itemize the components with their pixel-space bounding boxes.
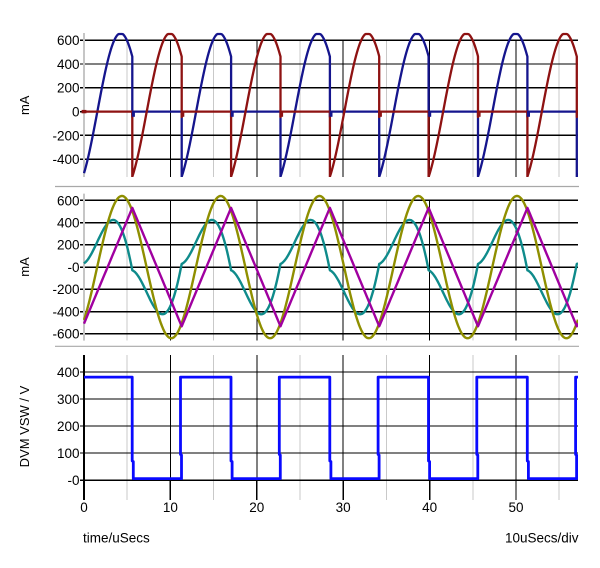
svg-text:400: 400	[57, 365, 80, 380]
svg-text:DVM VSW / V: DVM VSW / V	[17, 385, 32, 467]
svg-text:40: 40	[422, 500, 437, 515]
svg-text:600: 600	[57, 33, 80, 48]
svg-text:20: 20	[249, 500, 264, 515]
svg-text:0: 0	[80, 500, 88, 515]
svg-text:-200: -200	[52, 282, 79, 297]
svg-text:-400: -400	[52, 305, 79, 320]
svg-text:200: 200	[57, 419, 80, 434]
svg-text:100: 100	[57, 446, 80, 461]
svg-text:-0: -0	[67, 260, 79, 275]
svg-text:200: 200	[57, 238, 80, 253]
svg-text:50: 50	[508, 500, 523, 515]
svg-text:time/uSecs: time/uSecs	[83, 531, 150, 546]
svg-text:10uSecs/div: 10uSecs/div	[505, 531, 579, 546]
svg-text:600: 600	[57, 193, 80, 208]
svg-text:-400: -400	[52, 152, 79, 167]
svg-text:-200: -200	[52, 128, 79, 143]
svg-text:400: 400	[57, 216, 80, 231]
svg-text:10: 10	[163, 500, 178, 515]
svg-text:mA: mA	[17, 95, 32, 115]
svg-text:0: 0	[72, 105, 80, 120]
svg-text:-0: -0	[67, 473, 79, 488]
svg-text:200: 200	[57, 81, 80, 96]
svg-text:300: 300	[57, 392, 80, 407]
svg-text:mA: mA	[17, 257, 32, 277]
svg-text:400: 400	[57, 57, 80, 72]
svg-text:-600: -600	[52, 327, 79, 342]
svg-text:30: 30	[336, 500, 351, 515]
